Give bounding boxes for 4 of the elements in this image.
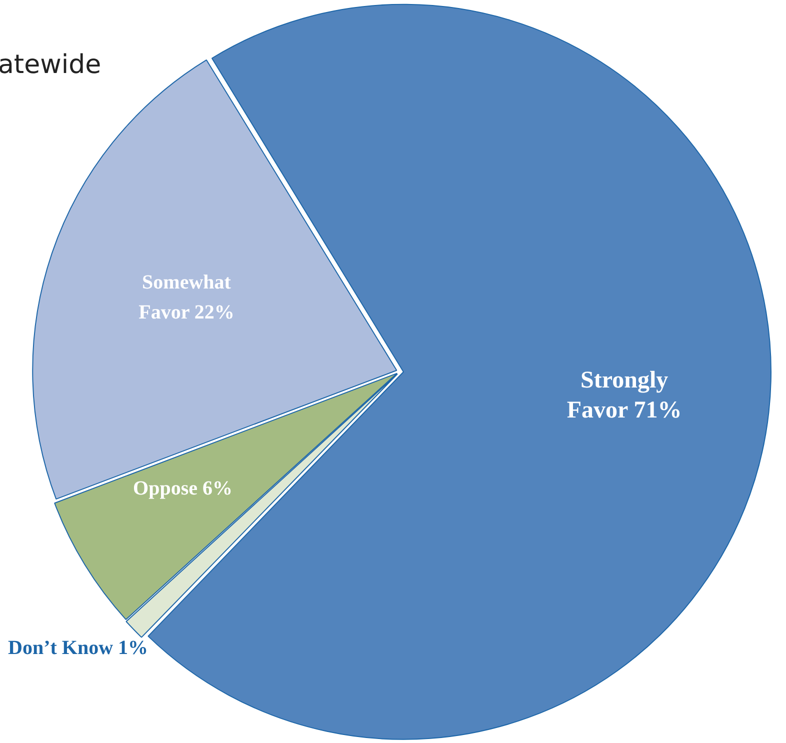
slice-label: Oppose 6% <box>133 478 232 500</box>
slice-label: Strongly Favor 71% <box>566 367 682 424</box>
slice-label: Somewhat Favor 22% <box>138 272 234 324</box>
slice-label: Don’t Know 1% <box>8 636 148 659</box>
